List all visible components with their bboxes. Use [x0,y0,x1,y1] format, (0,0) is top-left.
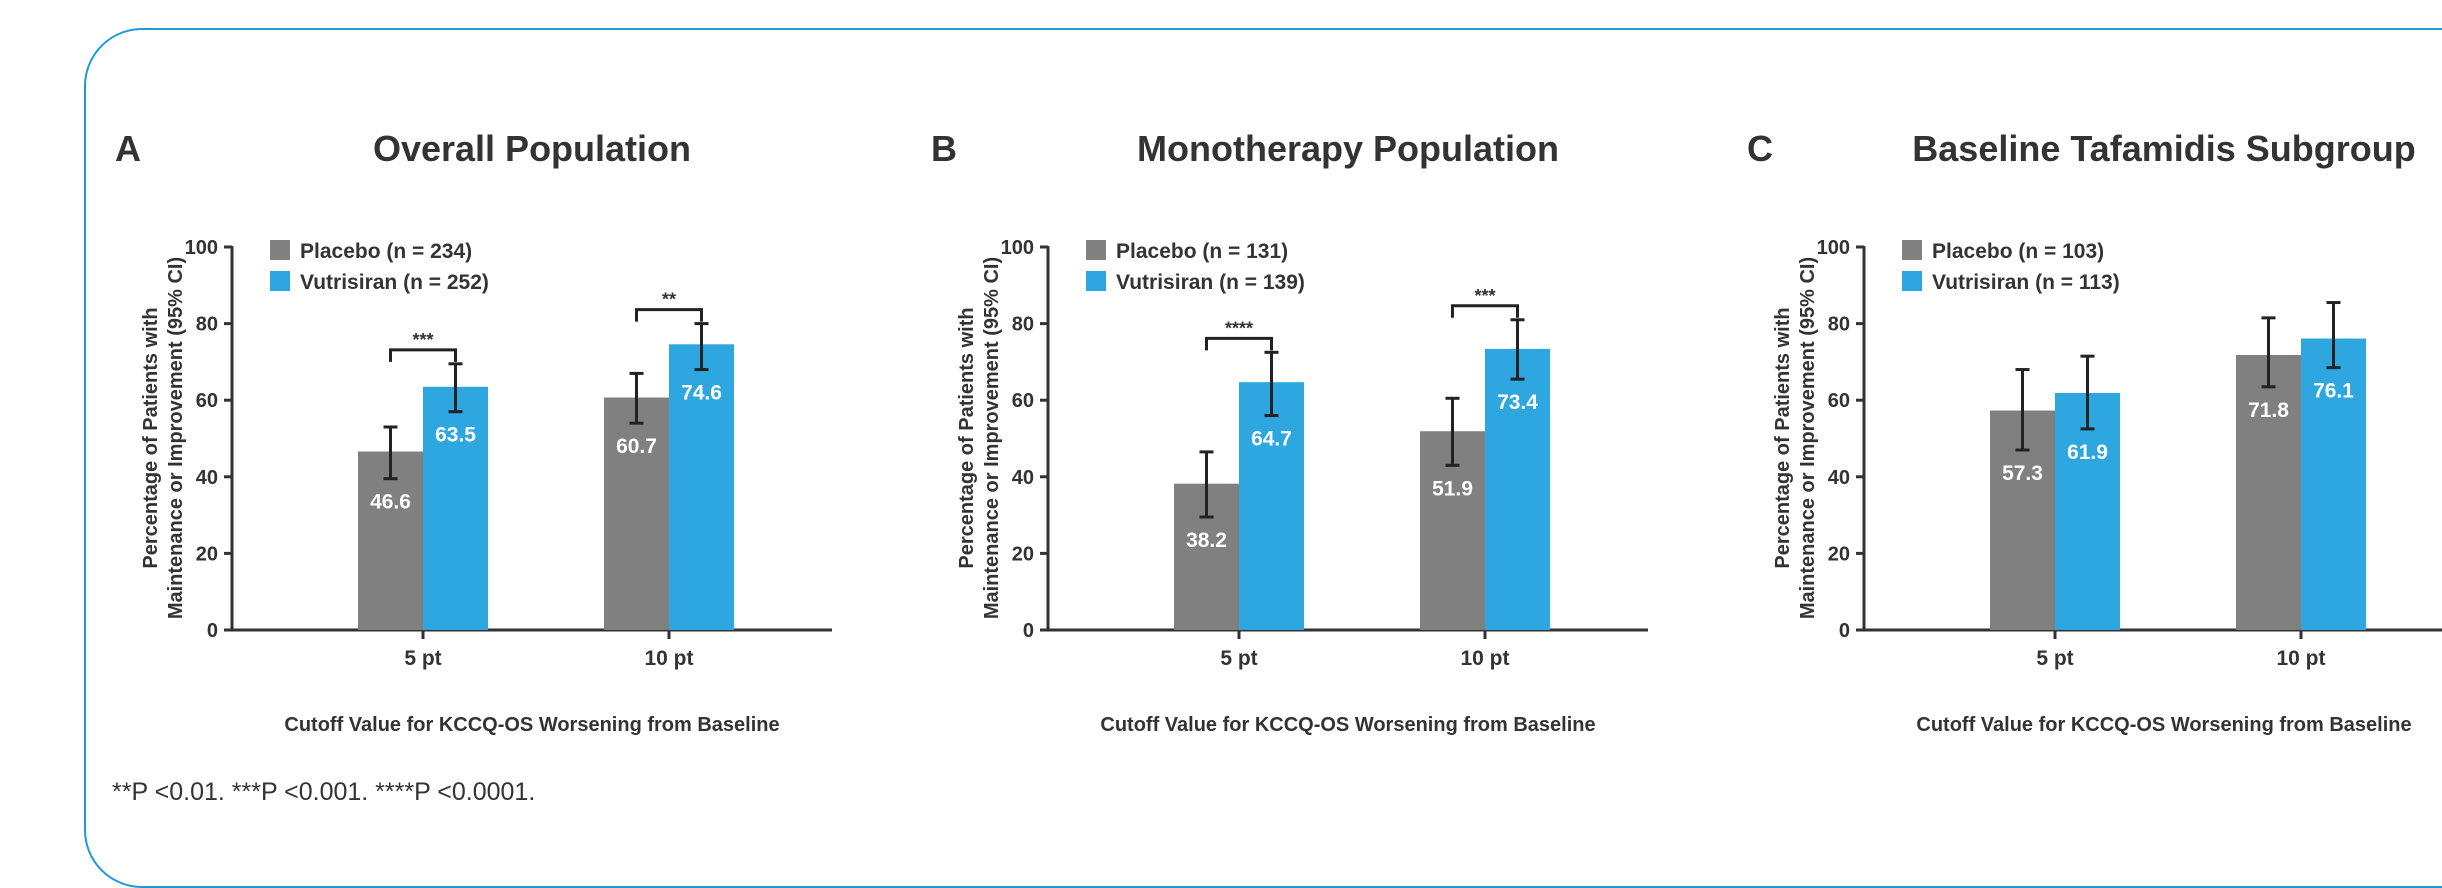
y-tick-label: 0 [207,620,218,642]
x-tick-label: 10 pt [644,647,693,670]
chart-title: Baseline Tafamidis Subgroup [1912,128,2415,169]
y-tick-label: 80 [196,314,218,336]
bar [2236,355,2301,630]
significance-bracket [1205,336,1273,351]
chart-panel-c: C Baseline Tafamidis Subgroup Percentage o… [1747,128,2442,736]
y-tick-label: 20 [1012,543,1034,565]
data-label: 51.9 [1432,477,1473,500]
significance-bracket [635,308,703,322]
chart-panel-a: A Overall Population Percentage of Patient… [115,128,832,736]
panel-letter: C [1747,128,1773,169]
data-label: 71.8 [2248,399,2289,422]
significance-label: *** [1474,286,1495,306]
x-axis-label: Cutoff Value for KCCQ-OS Worsening from … [1916,714,2411,736]
y-axis-label-line2: Maintenance or Improvement (95% CI) [981,257,1003,619]
significance-bracket [389,348,457,362]
y-tick-label: 0 [1839,620,1850,642]
x-tick-label: 10 pt [2276,647,2325,670]
significance-bracket [1451,304,1519,318]
y-tick-label: 100 [185,237,218,259]
y-axis-label-line1: Percentage of Patients with [1772,307,1794,568]
bar [1239,382,1304,630]
x-axis-label: Cutoff Value for KCCQ-OS Worsening from … [284,714,779,736]
bar [1485,348,1550,630]
legend-label: Placebo (n = 234) [300,240,472,263]
y-tick-label: 60 [1828,390,1850,412]
legend-label: Placebo (n = 131) [1116,240,1288,263]
y-tick-label: 80 [1012,314,1034,336]
y-tick-label: 40 [1012,467,1034,489]
legend-swatch [1086,240,1106,260]
footnote: **P <0.01. ***P <0.001. ****P <0.0001. [112,778,536,806]
data-label: 74.6 [681,382,722,405]
x-axis-label: Cutoff Value for KCCQ-OS Worsening from … [1100,714,1595,736]
bar [2301,338,2366,630]
y-tick-label: 40 [196,467,218,489]
legend-swatch [1902,240,1922,260]
y-tick-label: 40 [1828,467,1850,489]
y-tick-label: 60 [1012,390,1034,412]
data-label: 73.4 [1497,391,1538,414]
legend-label: Vutrisiran (n = 139) [1116,271,1305,294]
y-tick-label: 20 [1828,543,1850,565]
legend-swatch [270,271,290,291]
y-tick-label: 100 [1001,237,1034,259]
y-axis-label-line1: Percentage of Patients with [140,307,162,568]
bar [358,451,423,630]
data-label: 46.6 [370,491,411,514]
panel-letter: A [115,128,141,169]
y-tick-label: 0 [1023,620,1034,642]
significance-label: *** [412,330,433,350]
x-tick-label: 10 pt [1460,647,1509,670]
y-tick-label: 80 [1828,314,1850,336]
legend-label: Vutrisiran (n = 252) [300,271,489,294]
x-tick-label: 5 pt [1220,647,1257,670]
y-tick-label: 60 [196,390,218,412]
bar [669,344,734,630]
data-label: 57.3 [2002,462,2043,485]
data-label: 64.7 [1251,428,1292,451]
legend-swatch [1086,271,1106,291]
legend-label: Placebo (n = 103) [1932,240,2104,263]
chart-panel-b: B Monotherapy Population Percentage of Pat… [931,128,1648,736]
bar [604,397,669,630]
y-axis-label-line2: Maintenance or Improvement (95% CI) [165,257,187,619]
panel-letter: B [931,128,957,169]
x-tick-label: 5 pt [2036,647,2073,670]
bar [2055,392,2120,630]
x-tick-label: 5 pt [404,647,441,670]
data-label: 76.1 [2313,380,2354,403]
y-tick-label: 100 [1817,237,1850,259]
data-label: 63.5 [435,424,476,447]
significance-label: **** [1225,318,1253,338]
legend-swatch [270,240,290,260]
data-label: 38.2 [1186,529,1227,552]
charts-canvas: A Overall Population Percentage of Patient… [115,128,2442,736]
data-label: 61.9 [2067,441,2108,464]
chart-title: Overall Population [373,128,691,169]
chart-title: Monotherapy Population [1137,128,1559,169]
y-axis-label-line2: Maintenance or Improvement (95% CI) [1797,257,1819,619]
y-tick-label: 20 [196,543,218,565]
legend-swatch [1902,271,1922,291]
bar [423,386,488,630]
y-axis-label-line1: Percentage of Patients with [956,307,978,568]
legend-label: Vutrisiran (n = 113) [1932,271,2120,294]
significance-label: ** [662,290,676,310]
data-label: 60.7 [616,435,657,458]
